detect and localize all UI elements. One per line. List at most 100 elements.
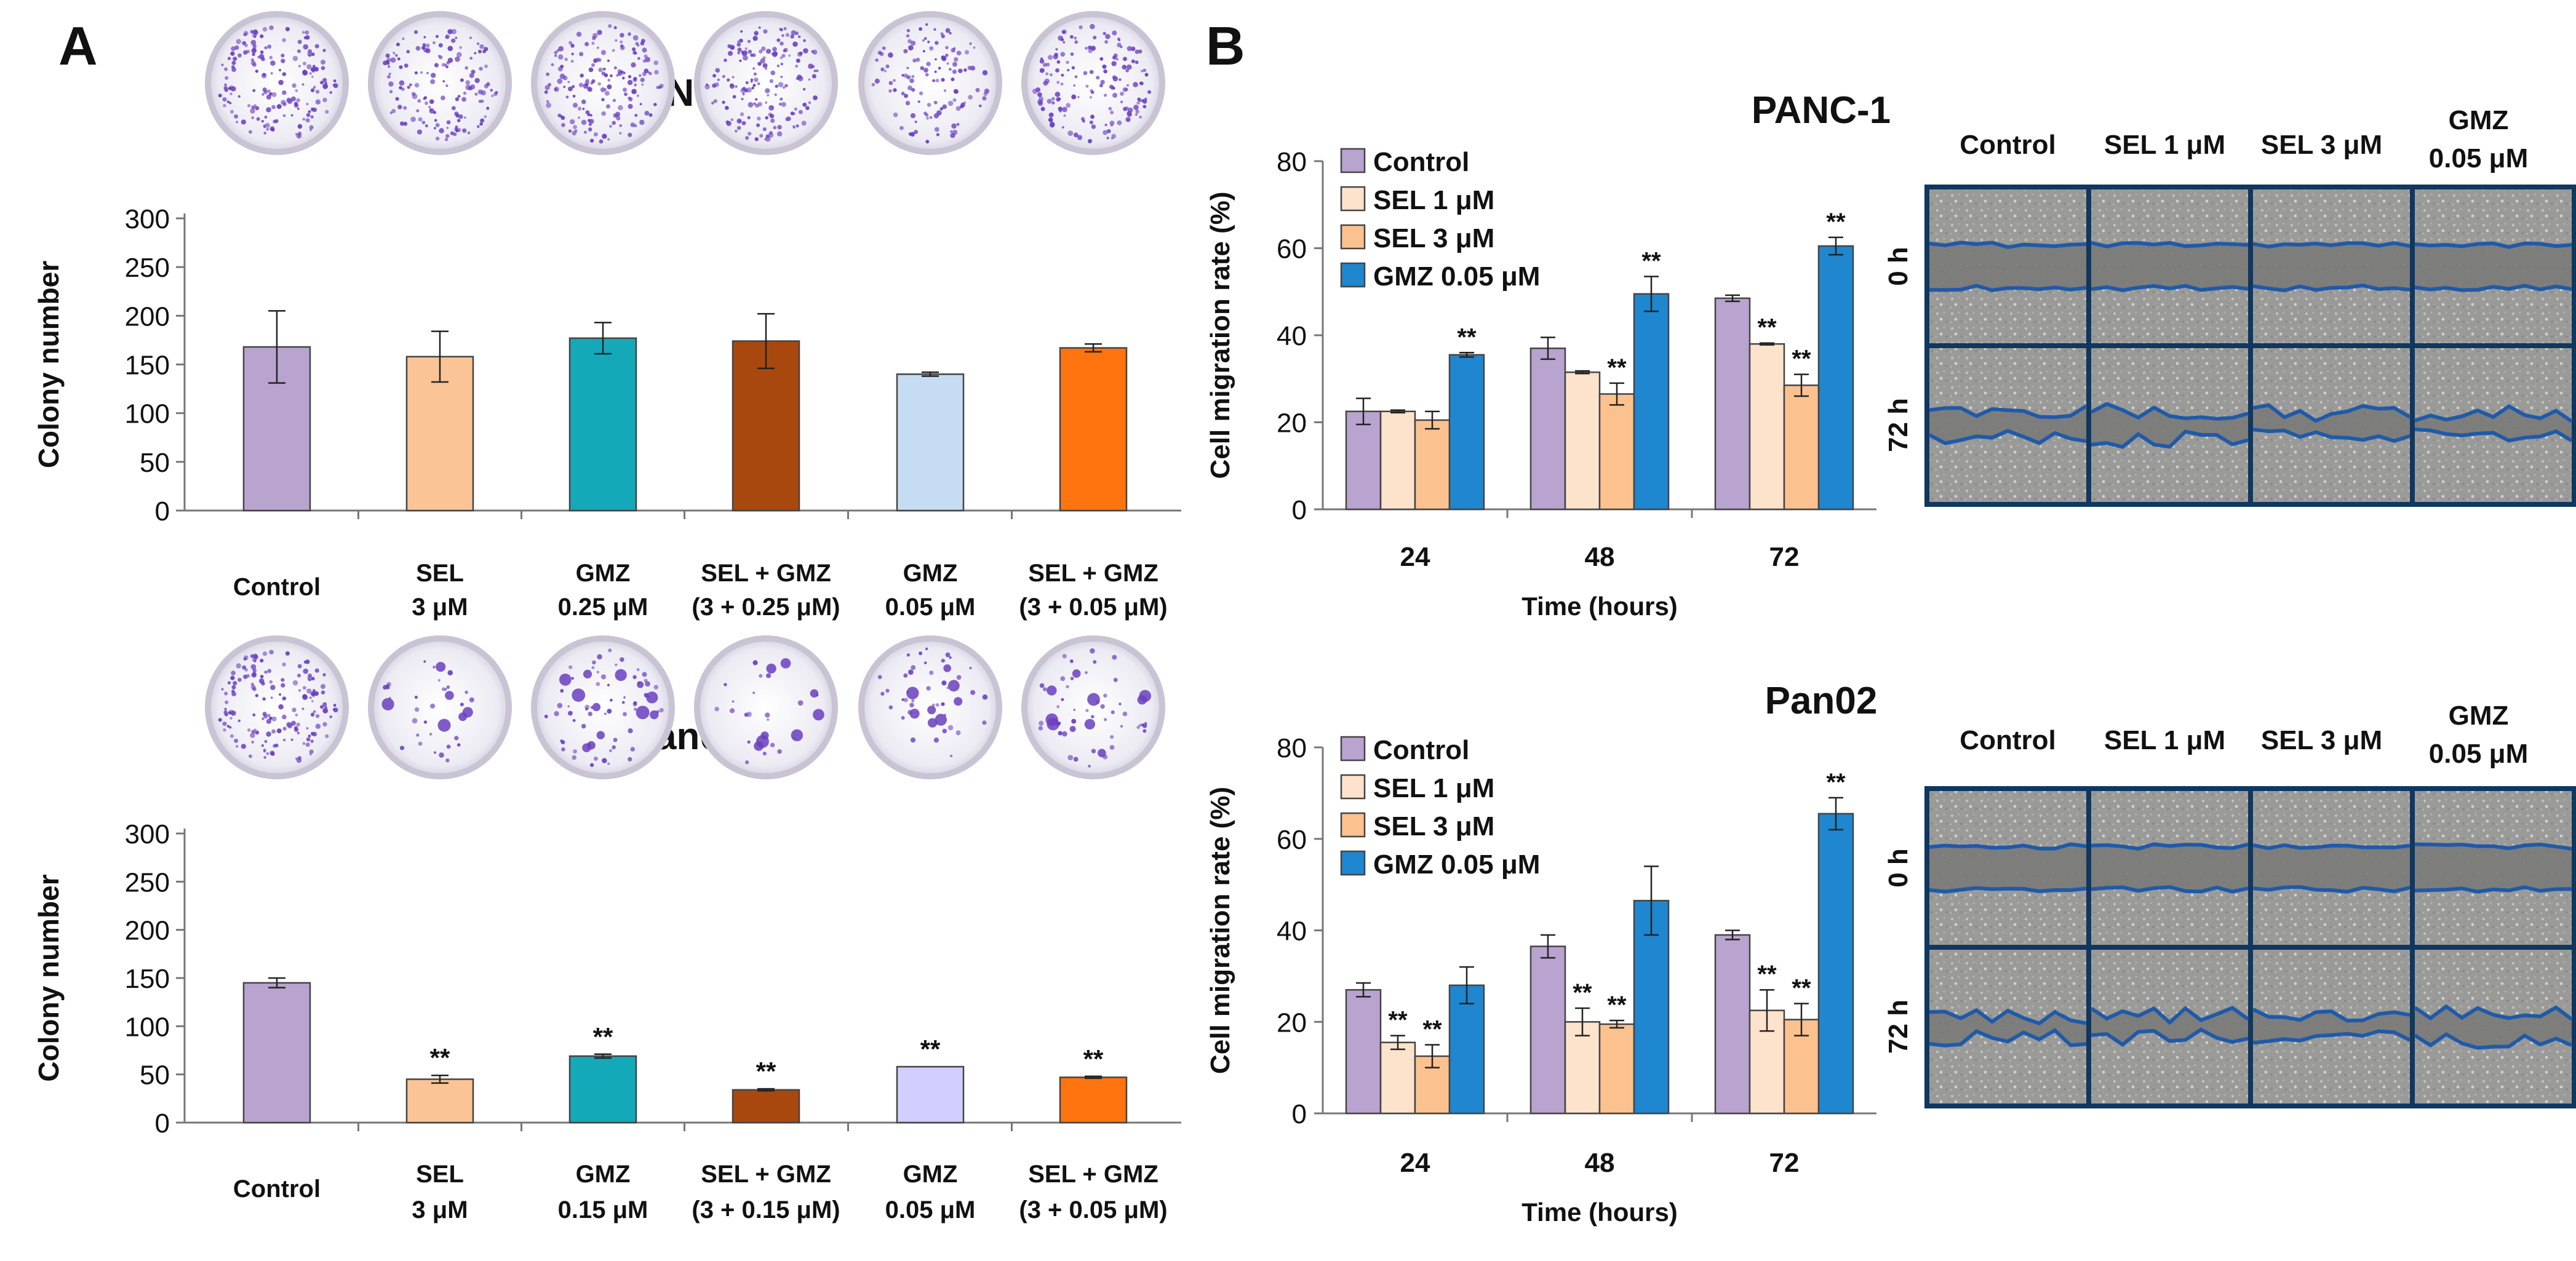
colony-dot [589,114,592,117]
colony-dot [271,92,277,97]
colony-dot [628,132,632,137]
wound-gap [1929,406,2086,444]
colony-dot [1110,734,1114,739]
y-tick-label: 0 [155,496,170,527]
colony-dot [306,113,311,117]
colony-dot [298,65,301,68]
bar [1448,354,1485,511]
colony-dot [416,109,420,113]
colony-dot [803,88,806,91]
x-category-sublabel: (3 + 0.05 μM) [1019,594,1167,621]
colony-dot [1091,715,1095,718]
colony-dot [561,747,565,752]
colony-dot [560,116,565,121]
colony-dot [936,133,940,137]
colony-dot [282,90,287,95]
colony-dot [301,31,305,34]
colony-dot [1040,57,1043,60]
colony-dot [302,694,308,699]
colony-dot [725,120,730,124]
colony-dot [777,125,782,130]
colony-dot [730,118,734,121]
colony-dot [301,707,305,710]
colony-dot [445,758,450,763]
wound-column-label: SEL 3 μM [2261,130,2382,160]
colony-dish-image [1021,635,1165,779]
colony-dot [926,686,931,691]
colony-dot [797,52,803,57]
colony-dot [1069,35,1074,39]
wound-photo [1928,348,2088,502]
colony-dot [747,39,751,43]
colony-dot [333,704,337,707]
colony-dot [945,652,951,658]
bar [1633,899,1670,1115]
colony-dot [546,102,551,108]
colony-dot [414,695,418,699]
bar [1783,384,1820,511]
legend-label: SEL 1 μM [1373,773,1494,803]
wound-edge-line [2414,842,2572,851]
colony-dot [1138,49,1142,54]
significance-marker: ** [1792,975,1811,1002]
colony-dot [1056,97,1061,102]
colony-dot [970,690,976,695]
colony-dot [768,130,773,135]
colony-dot-large [583,669,592,678]
colony-dot [1134,113,1138,116]
wound-gap [1929,242,2086,290]
colony-dot [433,111,436,114]
colony-dot [241,119,246,125]
colony-dot [607,709,612,714]
colony-dot-large [935,714,947,726]
colony-dot [1069,659,1074,663]
colony-dot [926,117,929,120]
colony-dot [620,657,624,662]
wound-column-label: GMZ [2449,105,2509,135]
colony-dot [243,50,248,55]
colony-dot [314,44,319,49]
colony-dot [267,669,272,674]
colony-dot [753,72,757,76]
wound-edge-line [2091,885,2249,894]
colony-dot [790,111,795,116]
colony-dot [415,46,421,51]
colony-dot [1111,710,1115,715]
colony-dot [567,81,570,84]
colony-dot [286,722,292,728]
colony-dot [1063,114,1066,117]
chart-title: Pan02 [1765,680,1878,722]
colony-dot [551,63,554,66]
colony-dot [1090,114,1095,119]
colony-dot [1127,46,1133,52]
wound-image-grid-pan02: Control SEL 1 μM SEL 3 μM GMZ 0.05 μM 0 h 72 h [1883,701,2576,1108]
colony-dot [783,27,787,31]
colony-dot [389,111,393,114]
wound-photo [2414,189,2572,343]
colony-dot [322,722,327,727]
colony-dot [261,93,265,96]
colony-dot [308,678,311,682]
colony-dot [251,741,254,744]
colony-dot [324,81,328,86]
wound-photo [2414,950,2573,1104]
colony-dot [956,675,962,680]
colony-dot [712,83,717,88]
colony-dot [271,105,276,109]
colony-dot [732,95,736,99]
colony-dot [560,740,565,745]
colony-dot [429,733,433,736]
colony-dot [791,30,797,36]
colony-dot [397,57,401,61]
colony-dot [929,46,934,51]
colony-dot [554,87,557,91]
colony-dot [1082,119,1085,123]
colony-dot [784,84,788,88]
colony-dot-large [909,709,920,719]
colony-dot [229,734,234,738]
colony-dot-large [381,698,394,710]
colony-dot [907,39,912,44]
colony-dot [306,64,312,70]
colony-dot [457,743,461,747]
colony-dot [578,82,584,87]
